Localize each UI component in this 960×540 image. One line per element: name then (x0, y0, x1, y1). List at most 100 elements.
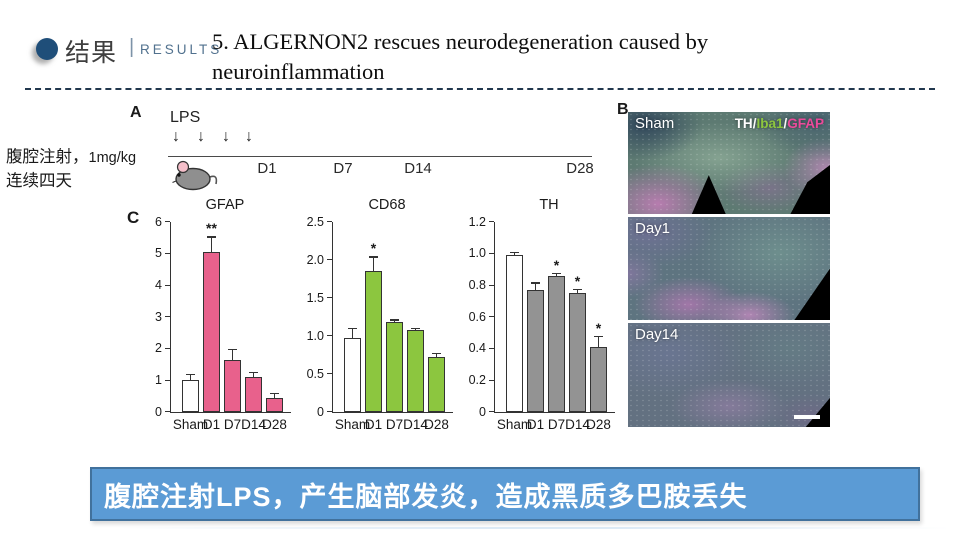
x-tick-label: Sham (496, 417, 533, 432)
error-bar-cap (228, 348, 237, 351)
error-bar-cap (270, 393, 279, 395)
y-tick-label: 3 (155, 309, 162, 324)
chart-title: TH (539, 197, 559, 213)
bar-sham (182, 380, 199, 412)
y-tick (165, 221, 170, 223)
significance-star: ** (206, 220, 217, 237)
y-axis (170, 222, 171, 412)
y-tick-label: 1.5 (306, 290, 324, 305)
slide-title-line2: neuroinflammation (212, 59, 385, 84)
error-bar-cap (594, 336, 603, 338)
x-tick-label: D7 (223, 417, 242, 432)
bar-d28 (428, 356, 445, 412)
bar-d7 (386, 322, 403, 412)
x-tick-label: D14 (403, 417, 428, 432)
panel-a-label: A (130, 104, 142, 121)
injection-arrow-icon: ↓ (245, 128, 253, 145)
scale-bar (794, 415, 820, 419)
panel-c-label: C (127, 208, 140, 227)
error-bar-whisker (273, 393, 276, 398)
tissue-shadow (790, 165, 830, 214)
stain-gfap: GFAP (787, 116, 824, 131)
bar-sham (506, 255, 523, 412)
x-tick-label: Sham (334, 417, 371, 432)
x-tick-label: D1 (364, 417, 383, 432)
x-tick-label: D28 (586, 417, 611, 432)
conclusion-banner: 腹腔注射LPS，产生脑部发炎，造成黑质多巴胺丢失 (90, 467, 920, 521)
y-tick (327, 259, 332, 261)
x-tick-label: D1 (526, 417, 545, 432)
micrograph-label-day1: Day1 (635, 220, 671, 237)
x-tick-label: D7 (385, 417, 404, 432)
y-tick (165, 347, 170, 349)
x-axis (170, 412, 291, 413)
error-bar-cap (552, 272, 561, 275)
x-axis (494, 412, 615, 413)
error-bar-whisker (393, 319, 396, 323)
error-bar-whisker (372, 256, 375, 272)
y-tick-label: 0.2 (468, 372, 486, 387)
bar-d1 (527, 290, 544, 412)
bar-d14 (245, 376, 262, 412)
error-bar-cap (186, 374, 195, 376)
chart-title: CD68 (368, 197, 406, 213)
slide-title-line1: 5. ALGERNON2 rescues neurodegeneration c… (212, 29, 709, 54)
error-bar-whisker (210, 236, 213, 253)
micrograph-day14: Day14 (628, 323, 830, 427)
y-tick-label: 0 (155, 404, 162, 419)
y-tick (489, 316, 494, 318)
y-tick-label: 1 (155, 372, 162, 387)
error-bar-cap (510, 252, 519, 254)
error-bar-cap (390, 319, 399, 321)
y-tick-label: 0.8 (468, 277, 486, 292)
lps-label: LPS (170, 109, 201, 126)
bar-d14 (569, 293, 586, 412)
tissue-shadow (691, 175, 726, 214)
x-tick-label: D28 (262, 417, 287, 432)
error-bar-cap (249, 371, 258, 374)
significance-star: * (370, 240, 377, 257)
y-tick (165, 379, 170, 381)
y-tick-label: 4 (155, 277, 162, 292)
bar-chart-th: TH 0 0.2 0.4 0.6 0.8 1.0 1.2 Sham D1 * D7 * D14 * D28 (464, 196, 620, 440)
mouse-icon (172, 160, 218, 191)
injection-arrow-icon: ↓ (197, 128, 205, 145)
error-bar-whisker (513, 252, 516, 256)
error-bar-whisker (534, 282, 537, 291)
bar-d7 (548, 275, 565, 412)
y-tick-label: 1.0 (468, 246, 486, 261)
bar-d1 (365, 271, 382, 412)
y-tick-label: 2.0 (306, 252, 324, 267)
y-tick-label: 0.5 (306, 366, 324, 381)
y-tick (489, 347, 494, 349)
error-bar-whisker (597, 336, 600, 348)
y-tick (489, 379, 494, 381)
y-tick (165, 411, 170, 413)
bar-d14 (407, 329, 424, 412)
x-tick-label: D28 (424, 417, 449, 432)
error-bar-cap (207, 236, 216, 238)
section-title-en: RESULTS (140, 42, 223, 57)
significance-star: * (595, 320, 602, 336)
annotation-line2: 连续四天 (6, 172, 72, 190)
x-tick-label: D14 (565, 417, 590, 432)
timeline-axis (168, 156, 592, 157)
y-tick (489, 284, 494, 286)
timeline-day-d28: D28 (566, 160, 594, 177)
y-tick-label: 0.6 (468, 309, 486, 324)
y-tick (327, 373, 332, 375)
y-tick-label: 1.0 (306, 328, 324, 343)
stain-legend: TH/Iba1/GFAP (734, 116, 824, 131)
header-divider: | (129, 36, 135, 58)
error-bar-cap (369, 256, 378, 258)
x-axis (332, 412, 453, 413)
stain-iba1: Iba1 (756, 116, 784, 131)
y-tick (327, 297, 332, 299)
bar-d1 (203, 252, 220, 412)
error-bar-whisker (189, 374, 192, 381)
error-bar-whisker (231, 348, 234, 360)
y-tick (327, 221, 332, 223)
bar-sham (344, 337, 361, 412)
injection-annotation: 腹腔注射，1mg/kg 连续四天 (6, 146, 136, 193)
